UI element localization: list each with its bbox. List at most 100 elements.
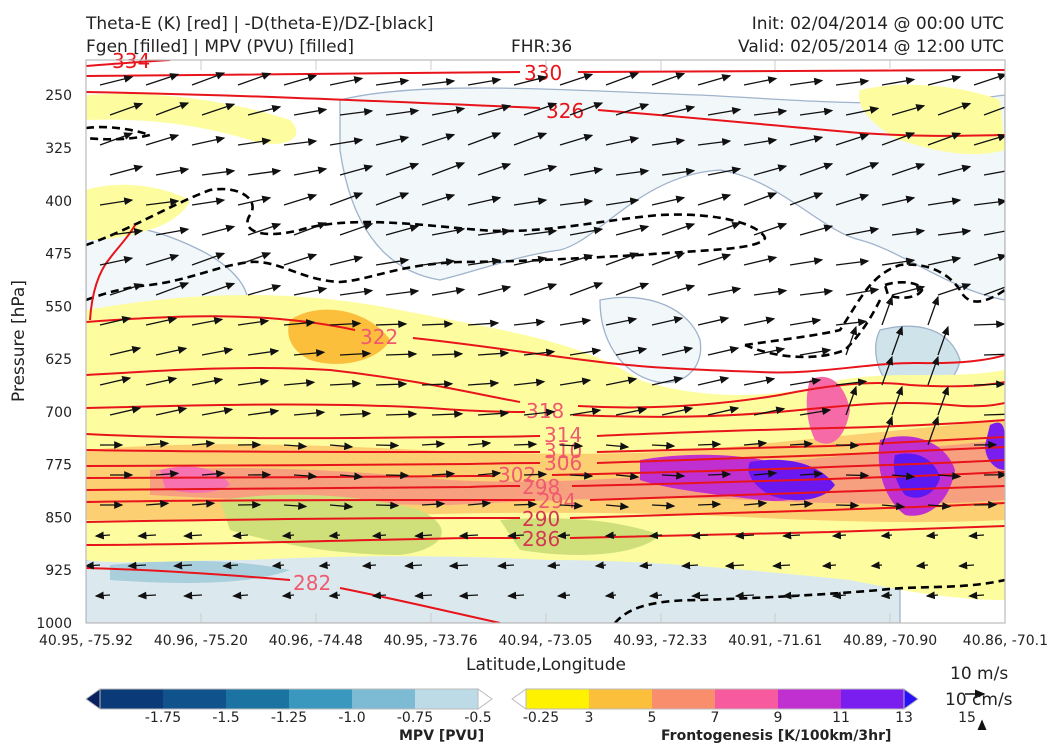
wind-vector: [743, 439, 768, 448]
wind-vector: [973, 320, 1005, 329]
wind-vector: [201, 167, 236, 176]
wind-vector: [385, 162, 420, 176]
theta-e-label-318: 318: [526, 399, 564, 423]
wind-vector: [467, 379, 500, 388]
wind-vector: [247, 408, 280, 416]
wind-vector: [835, 378, 868, 387]
wind-vector: [569, 282, 604, 296]
fgen-colorbar: [511, 688, 919, 710]
colorbar-segment: [526, 689, 590, 709]
wind-vector: [973, 133, 1005, 146]
fgen-colorbar-title: Frontogenesis [K/100km/3hr]: [661, 728, 892, 744]
y-tick-label: 625: [45, 352, 72, 368]
wind-vector: [743, 137, 778, 146]
wind-vector: [845, 385, 858, 416]
wind-vector: [651, 376, 684, 386]
wind-vector: [983, 106, 1005, 116]
wind-vector: [891, 472, 916, 481]
wind-vector: [697, 253, 732, 266]
wind-vector: [845, 106, 880, 116]
wind-vector: [799, 470, 824, 479]
y-tick-label: 400: [45, 194, 72, 210]
wind-vector: [821, 561, 837, 570]
wind-vector: [559, 198, 594, 206]
wind-vector: [605, 376, 638, 386]
wind-vector: [385, 288, 420, 296]
wind-vector: [201, 282, 236, 296]
wind-vector: [523, 102, 558, 116]
wind-vectors: [86, 72, 1005, 600]
y-tick-labels: 250 325 400 475 550 625 700 775 850 925 1000: [36, 88, 72, 632]
fgen-yellow-upper-right: [859, 84, 1005, 155]
wind-vector: [734, 591, 755, 600]
wind-vector: [743, 76, 778, 86]
wind-vector: [831, 531, 847, 540]
wind-vector: [232, 591, 249, 600]
wind-vector: [201, 103, 236, 116]
wind-vector: [467, 132, 502, 146]
wind-vector: [109, 227, 144, 236]
stability-contour-upper-2: [86, 125, 155, 141]
wind-vector: [109, 405, 142, 416]
wind-vector: [753, 108, 788, 116]
wind-vector: [191, 316, 224, 326]
wind-vector: [937, 472, 962, 480]
wind-vector: [109, 164, 144, 176]
wind-vector: [605, 502, 630, 511]
wind-vector: [569, 347, 602, 356]
wind-vector: [743, 499, 768, 508]
wind-vector: [648, 531, 663, 540]
wind-vector: [237, 318, 270, 326]
wind-vector: [155, 226, 190, 236]
wind-vector: [648, 591, 663, 600]
wind-vector: [559, 317, 592, 326]
colorbar-segment: [163, 689, 227, 709]
wind-vector: [191, 135, 226, 146]
wind-vector: [881, 76, 916, 86]
wind-vector: [329, 137, 364, 146]
wind-vector: [523, 164, 558, 176]
wind-vector: [927, 295, 940, 326]
wind-vector: [605, 252, 640, 266]
wind-vector: [691, 591, 709, 600]
wind-vector: [283, 253, 318, 266]
wind-vector: [870, 561, 883, 570]
stability-contour-right: [744, 263, 1005, 347]
wind-vector: [569, 407, 602, 416]
valid-time: Valid: 02/05/2014 @ 12:00 UTC: [738, 37, 1004, 57]
wind-vector: [891, 284, 926, 296]
wind-vector: [421, 500, 446, 509]
wind-vector: [546, 561, 561, 570]
wind-vector: [835, 441, 860, 450]
wind-vector: [191, 439, 216, 448]
colorbar-tick-label: -1.0: [338, 710, 365, 726]
wind-vector: [891, 385, 904, 416]
forecast-hour: FHR:36: [511, 37, 573, 57]
wind-vector: [421, 193, 456, 206]
wind-vector: [973, 198, 1005, 206]
wind-vector: [431, 410, 464, 419]
wind-vector: [477, 162, 512, 176]
wind-vector: [789, 192, 824, 206]
wind-vector: [559, 377, 592, 386]
wind-vector: [661, 284, 696, 296]
theta-e-label-334: 334: [112, 49, 150, 73]
y-axis-label: Pressure [hPa]: [9, 280, 29, 402]
mpv-colorbar-title: MPV [PVU]: [399, 728, 485, 744]
fgen-colorbar-ticks: 3 5 7 9 11 13 15: [585, 710, 976, 726]
wind-vector: [237, 378, 270, 386]
wind-vector: [743, 376, 776, 386]
wind-vector: [789, 77, 824, 86]
x-tick-label: 40.96, -75.20: [154, 633, 248, 649]
fgen-green-mid: [500, 518, 660, 555]
wind-vector: [707, 346, 740, 356]
wind-vector: [385, 471, 410, 480]
wind-vector: [753, 287, 788, 296]
colorbar-segment: [589, 689, 653, 709]
wind-vector: [925, 591, 939, 600]
wind-vector: [155, 282, 190, 296]
colorbar-tick-label: -0.5: [464, 710, 491, 726]
wind-vector: [881, 355, 894, 386]
wind-vector: [421, 320, 454, 329]
x-tick-label: 40.95, -75.92: [39, 633, 133, 649]
